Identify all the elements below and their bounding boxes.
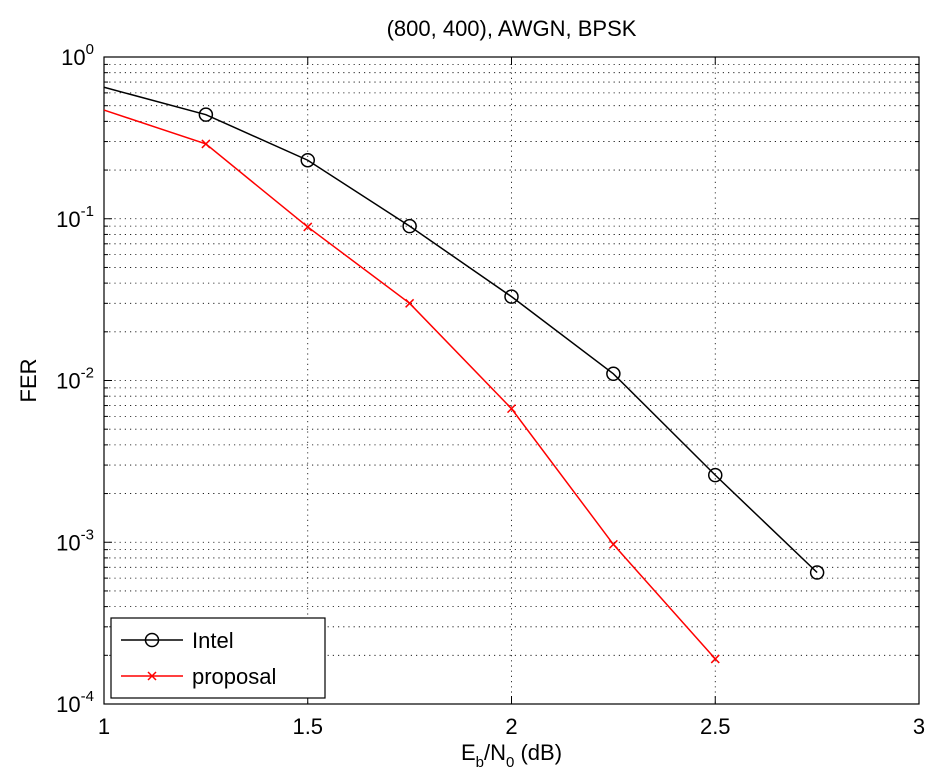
legend-items: Intel proposal [121,628,276,689]
x-tick-labels: 1 1.5 2 2.5 3 [98,714,925,739]
marker-stroke [201,139,211,149]
data-point [147,671,157,681]
data-point [198,107,214,122]
data-point [201,139,211,149]
y-axis-label: FER [16,359,41,403]
x-tick-label: 3 [913,714,925,739]
legend-item-intel: Intel [121,628,234,653]
x-label-slash-n: /N [484,740,506,765]
marker-stroke [608,539,618,549]
x-tick-label: 1.5 [292,714,323,739]
legend-label: Intel [192,628,234,653]
y-tick-label: 10-4 [56,688,94,717]
data-point [300,152,315,168]
marker-stroke [147,671,157,681]
marker-stroke [303,222,313,232]
y-tick-label: 100 [61,41,94,70]
series-proposal [103,109,720,664]
x-label-unit: (dB) [514,740,562,765]
data-point [402,218,417,234]
series-line [103,86,818,574]
tick-marks [103,57,920,705]
x-label-e: E [461,740,476,765]
x-axis-label: Eb/N0 (dB) [461,740,562,771]
data-point [708,467,723,483]
marker-stroke [405,298,415,308]
x-tick-label: 2.5 [700,714,731,739]
legend-box [110,617,326,699]
x-tick-label: 1 [98,714,110,739]
series-intel [103,86,825,580]
data-point [405,298,415,308]
x-tick-label: 2 [505,714,517,739]
legend-label: proposal [192,664,276,689]
series-layer [103,86,825,664]
grid [104,57,919,704]
data-point [710,654,720,664]
data-point [303,222,313,232]
data-point [504,289,519,304]
data-point [144,632,160,648]
marker-stroke [506,404,517,414]
x-label-sub-0: 0 [506,754,514,771]
chart-title: (800, 400), AWGN, BPSK [387,16,637,41]
data-point [606,366,621,382]
data-point [608,539,618,549]
data-point [809,565,825,580]
x-label-sub-b: b [476,754,484,771]
y-tick-label: 10-2 [56,365,94,394]
y-tick-label: 10-1 [56,203,94,232]
legend-item-proposal: proposal [121,664,276,689]
y-tick-labels: 10-4 10-3 10-2 10-1 100 [56,41,94,717]
data-point [506,404,517,414]
legend: Intel proposal [110,617,326,699]
y-tick-label: 10-3 [56,526,94,555]
marker-stroke [710,654,720,664]
